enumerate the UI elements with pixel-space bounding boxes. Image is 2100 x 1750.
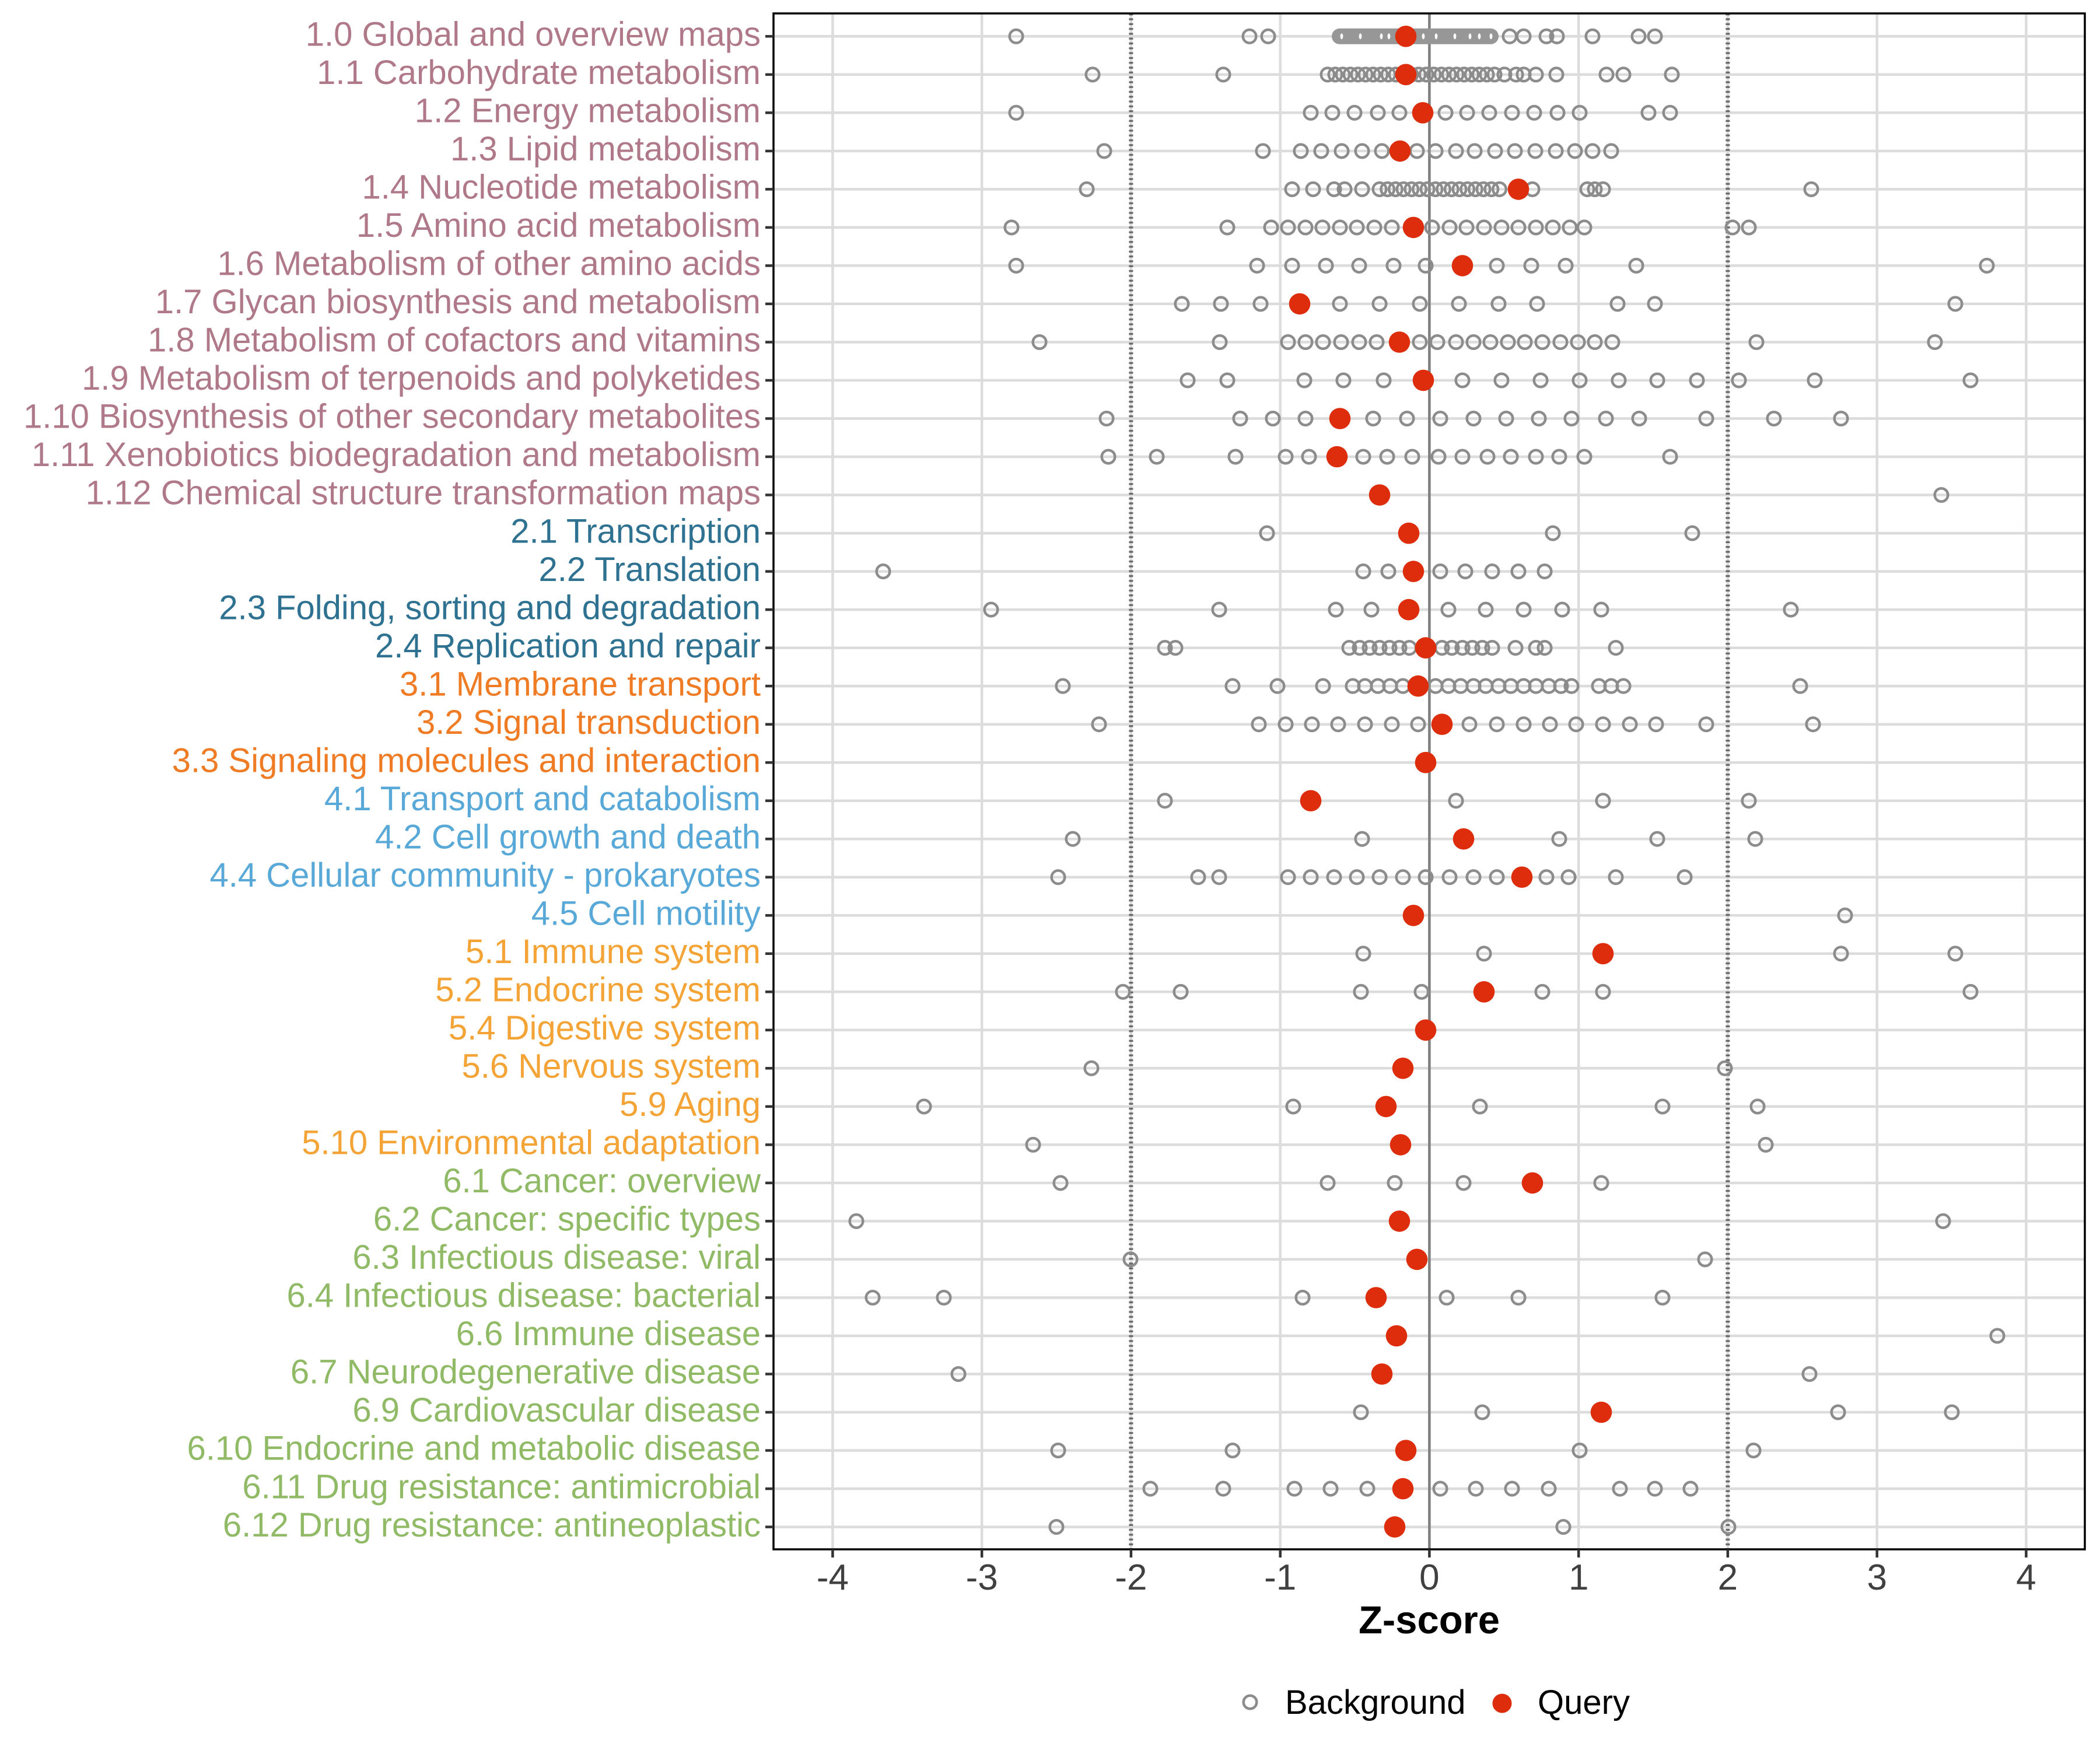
svg-text:6.6 Immune disease: 6.6 Immune disease [456,1315,761,1353]
svg-text:5.9 Aging: 5.9 Aging [620,1086,761,1124]
svg-text:1.3 Lipid metabolism: 1.3 Lipid metabolism [450,130,761,168]
svg-text:6.12 Drug resistance: antineop: 6.12 Drug resistance: antineoplastic [223,1506,761,1544]
svg-text:1.6 Metabolism of other amino: 1.6 Metabolism of other amino acids [217,245,761,283]
svg-text:1.12 Chemical structure transf: 1.12 Chemical structure transformation m… [86,474,761,512]
svg-text:1.11 Xenobiotics biodegradatio: 1.11 Xenobiotics biodegradation and meta… [32,436,761,474]
svg-text:3.2 Signal transduction: 3.2 Signal transduction [416,704,761,741]
svg-text:5.4 Digestive system: 5.4 Digestive system [449,1009,761,1047]
svg-text:1.7 Glycan biosynthesis and me: 1.7 Glycan biosynthesis and metabolism [155,283,761,321]
svg-text:-1: -1 [1264,1558,1296,1598]
svg-text:-3: -3 [966,1558,998,1598]
svg-text:-4: -4 [817,1558,849,1598]
svg-text:1.9 Metabolism of terpenoids a: 1.9 Metabolism of terpenoids and polyket… [82,359,761,397]
svg-text:Z-score: Z-score [1359,1598,1500,1642]
svg-text:-2: -2 [1115,1558,1147,1598]
svg-text:Query: Query [1538,1684,1630,1721]
svg-text:5.1 Immune system: 5.1 Immune system [466,933,761,971]
svg-text:6.3 Infectious disease: viral: 6.3 Infectious disease: viral [352,1238,761,1276]
svg-text:Background: Background [1285,1684,1466,1721]
svg-text:0: 0 [1419,1558,1439,1598]
svg-text:1.0 Global and overview maps: 1.0 Global and overview maps [306,16,761,54]
svg-text:4.1 Transport and catabolism: 4.1 Transport and catabolism [324,780,761,818]
svg-text:1.8 Metabolism of cofactors an: 1.8 Metabolism of cofactors and vitamins [148,321,761,359]
svg-text:3.3 Signaling molecules and in: 3.3 Signaling molecules and interaction [172,741,761,779]
svg-text:4.4 Cellular community - proka: 4.4 Cellular community - prokaryotes [210,856,761,894]
svg-text:6.1 Cancer: overview: 6.1 Cancer: overview [443,1162,761,1200]
svg-text:1.2 Energy metabolism: 1.2 Energy metabolism [415,92,761,130]
svg-text:5.6 Nervous system: 5.6 Nervous system [461,1048,761,1086]
svg-text:5.2 Endocrine system: 5.2 Endocrine system [435,971,761,1009]
svg-text:4.5 Cell motility: 4.5 Cell motility [531,895,761,933]
svg-text:1: 1 [1569,1558,1588,1598]
svg-text:6.4 Infectious disease: bacter: 6.4 Infectious disease: bacterial [287,1277,761,1315]
svg-text:6.9 Cardiovascular disease: 6.9 Cardiovascular disease [352,1391,761,1429]
svg-text:4: 4 [2016,1558,2036,1598]
svg-text:6.2 Cancer: specific types: 6.2 Cancer: specific types [373,1200,761,1238]
svg-text:4.2 Cell growth and death: 4.2 Cell growth and death [375,818,761,856]
svg-text:1.5 Amino acid metabolism: 1.5 Amino acid metabolism [356,206,761,244]
svg-text:6.7 Neurodegenerative disease: 6.7 Neurodegenerative disease [290,1353,761,1391]
svg-text:6.11 Drug resistance: antimicr: 6.11 Drug resistance: antimicrobial [242,1468,761,1506]
svg-text:1.4 Nucleotide metabolism: 1.4 Nucleotide metabolism [362,169,761,206]
svg-text:2.4 Replication and repair: 2.4 Replication and repair [375,627,761,665]
svg-text:5.10 Environmental adaptation: 5.10 Environmental adaptation [302,1124,761,1162]
svg-text:2.3 Folding, sorting and degra: 2.3 Folding, sorting and degradation [219,589,761,626]
svg-text:3: 3 [1867,1558,1887,1598]
svg-text:1.1 Carbohydrate metabolism: 1.1 Carbohydrate metabolism [317,54,761,92]
svg-text:3.1 Membrane transport: 3.1 Membrane transport [400,665,761,703]
svg-text:2: 2 [1718,1558,1738,1598]
svg-text:1.10 Biosynthesis of other sec: 1.10 Biosynthesis of other secondary met… [23,398,761,436]
svg-text:2.2 Translation: 2.2 Translation [539,551,761,589]
svg-text:2.1 Transcription: 2.1 Transcription [510,512,761,550]
svg-text:6.10 Endocrine and metabolic d: 6.10 Endocrine and metabolic disease [187,1430,761,1468]
